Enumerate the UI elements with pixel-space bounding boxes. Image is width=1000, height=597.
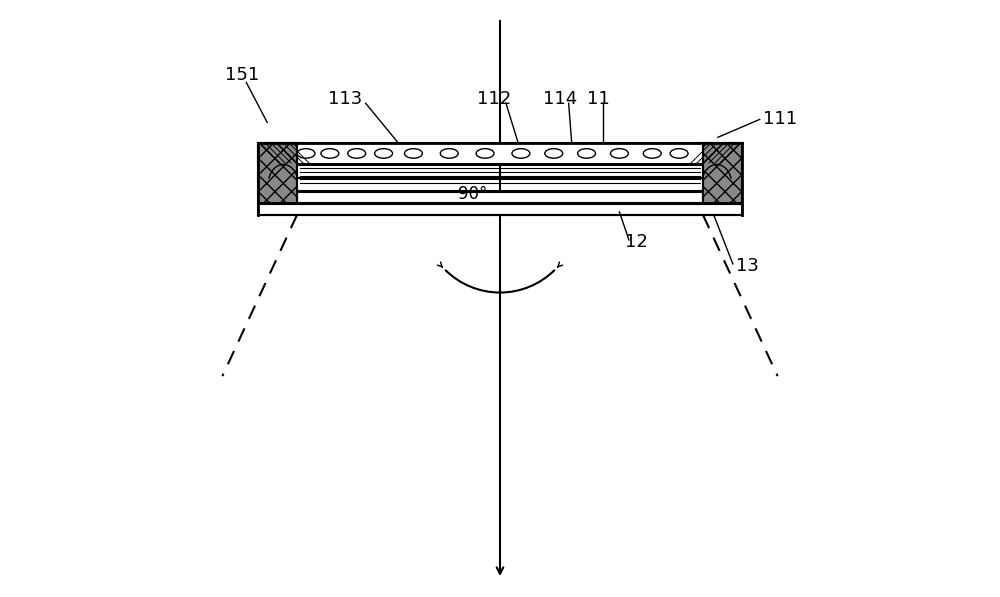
Text: 113: 113 [328, 90, 362, 107]
Ellipse shape [375, 149, 393, 158]
Ellipse shape [670, 149, 688, 158]
Text: 13: 13 [736, 257, 759, 275]
Ellipse shape [476, 149, 494, 158]
Bar [258, 204, 742, 215]
Text: 11: 11 [587, 90, 610, 107]
Ellipse shape [297, 149, 315, 158]
Ellipse shape [404, 149, 422, 158]
Ellipse shape [643, 149, 661, 158]
Polygon shape [703, 143, 742, 203]
Text: 114: 114 [543, 90, 577, 107]
Ellipse shape [512, 149, 530, 158]
Ellipse shape [610, 149, 628, 158]
Ellipse shape [545, 149, 563, 158]
Bar [297, 192, 703, 203]
Ellipse shape [321, 149, 339, 158]
Text: 151: 151 [225, 66, 260, 84]
Ellipse shape [578, 149, 596, 158]
Text: 112: 112 [477, 90, 511, 107]
Polygon shape [258, 143, 297, 203]
Text: 90°: 90° [458, 185, 488, 203]
Bar [258, 143, 742, 164]
Ellipse shape [440, 149, 458, 158]
Ellipse shape [348, 149, 366, 158]
Text: 111: 111 [763, 110, 797, 128]
Text: 12: 12 [625, 233, 648, 251]
